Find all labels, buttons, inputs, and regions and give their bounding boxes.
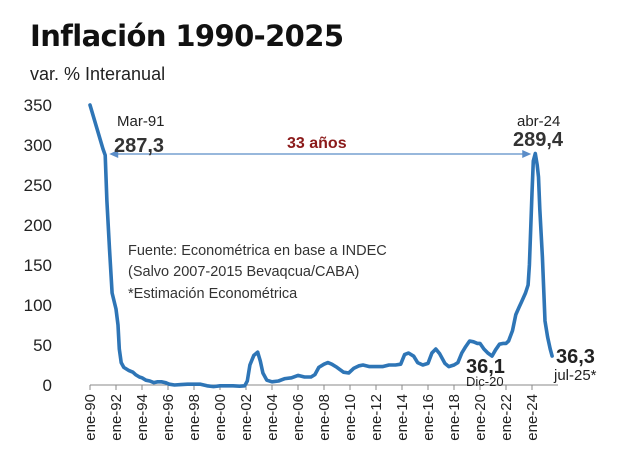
- x-tick-label: ene-04: [264, 394, 281, 441]
- y-tick-label: 50: [33, 336, 52, 355]
- x-tick-label: ene-94: [134, 394, 151, 441]
- apr24-value: 289,4: [513, 129, 564, 151]
- x-tick-label: ene-98: [186, 394, 203, 441]
- x-tick-label: ene-16: [420, 394, 437, 441]
- y-axis: 0 50 100 150 200 250 300 350: [24, 96, 52, 395]
- x-tick-label: ene-08: [316, 394, 333, 441]
- y-tick-label: 200: [24, 216, 52, 235]
- x-tick-label: ene-10: [342, 394, 359, 441]
- y-tick-label: 0: [43, 376, 52, 395]
- x-tick-label: ene-24: [524, 394, 541, 441]
- x-tick-label: ene-12: [368, 394, 385, 441]
- x-tick-label: ene-90: [82, 394, 99, 441]
- x-tick-label: ene-02: [238, 394, 255, 441]
- x-tick-label: ene-18: [446, 394, 463, 441]
- y-tick-label: 350: [24, 96, 52, 115]
- inflation-series-line: [88, 103, 554, 389]
- chart-title: Inflación 1990-2025: [30, 19, 343, 53]
- source-line-2: (Salvo 2007-2015 Bevaqcua/CABA): [128, 264, 359, 280]
- source-line-1: Fuente: Econométrica en base a INDEC: [128, 243, 387, 259]
- x-tick-label: ene-14: [394, 394, 411, 441]
- span-label: 33 años: [287, 135, 347, 152]
- apr24-label: abr-24: [517, 113, 560, 130]
- span-arrow: [109, 150, 532, 158]
- mar91-value: 287,3: [114, 135, 164, 157]
- x-tick-label: ene-06: [290, 394, 307, 441]
- source-line-3: *Estimación Econométrica: [128, 286, 298, 302]
- dec20-label: Dic-20: [466, 374, 504, 389]
- dec20-value: 36,1: [466, 356, 505, 378]
- y-tick-label: 300: [24, 136, 52, 155]
- x-tick-label: ene-92: [108, 394, 125, 441]
- chart-subtitle: var. % Interanual: [30, 64, 165, 84]
- x-tick-label: ene-96: [160, 394, 177, 441]
- x-tick-label: ene-22: [498, 394, 515, 441]
- x-tick-label: ene-00: [212, 394, 229, 441]
- jul25-label: jul-25*: [553, 367, 597, 384]
- y-tick-label: 150: [24, 256, 52, 275]
- x-axis: ene-90 ene-92 ene-94 ene-96 ene-98 ene-00 ene-…: [82, 384, 558, 441]
- y-tick-label: 100: [24, 296, 52, 315]
- y-tick-label: 250: [24, 176, 52, 195]
- mar91-label: Mar-91: [117, 113, 165, 130]
- jul25-value: 36,3: [556, 346, 595, 368]
- x-tick-label: ene-20: [472, 394, 489, 441]
